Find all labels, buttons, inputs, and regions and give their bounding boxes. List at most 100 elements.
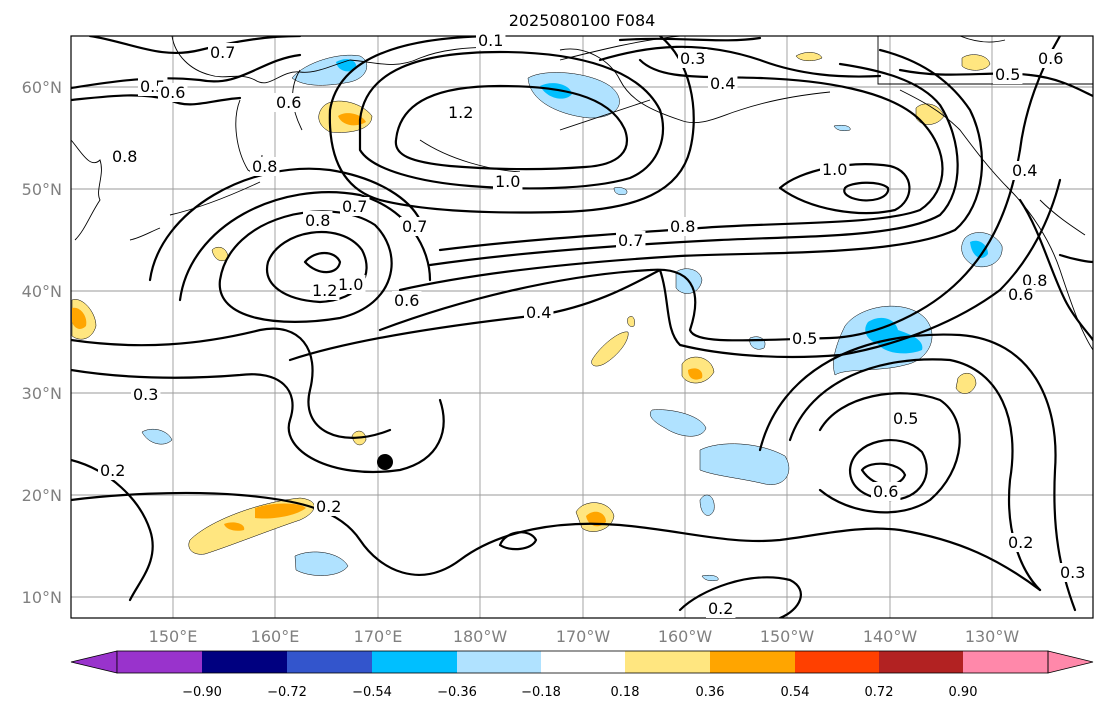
contour-label: 1.0 bbox=[495, 172, 520, 191]
contour-label: 0.7 bbox=[618, 231, 643, 250]
contour-line bbox=[88, 36, 302, 55]
lat-label: 10°N bbox=[22, 588, 62, 607]
contour-line bbox=[898, 68, 1093, 98]
lon-label: 160°E bbox=[251, 627, 300, 646]
cool-patch bbox=[141, 429, 173, 445]
colorbar-tick-label: −0.36 bbox=[437, 685, 477, 700]
contour-line bbox=[71, 94, 242, 106]
map-area bbox=[71, 36, 1093, 618]
lon-label: 160°W bbox=[658, 627, 713, 646]
contour-line bbox=[148, 167, 422, 282]
cool-patch bbox=[699, 443, 790, 485]
contour-line bbox=[394, 84, 628, 171]
contour-line bbox=[848, 439, 928, 502]
warm-patch bbox=[955, 372, 977, 394]
contour-line bbox=[818, 392, 961, 514]
lat-label: 20°N bbox=[22, 486, 62, 505]
contour-label: 0.2 bbox=[708, 599, 733, 618]
contour-label: 0.5 bbox=[893, 409, 918, 428]
lat-label: 60°N bbox=[22, 78, 62, 97]
contour-label: 0.7 bbox=[402, 217, 427, 236]
warm-patch bbox=[627, 316, 635, 327]
lon-label: 170°E bbox=[354, 627, 403, 646]
warm-patch bbox=[795, 52, 823, 61]
contour-line bbox=[678, 576, 802, 618]
warm-core bbox=[688, 368, 703, 380]
warm-core bbox=[255, 503, 306, 519]
contour-line bbox=[398, 48, 984, 292]
contour-label: 0.4 bbox=[526, 303, 551, 322]
warm-core bbox=[224, 522, 245, 531]
colorbar-segment bbox=[879, 651, 963, 673]
contour-label: 0.4 bbox=[1012, 161, 1037, 180]
contour-label: 0.1 bbox=[478, 31, 503, 50]
colorbar-segment bbox=[202, 651, 287, 673]
colorbar-segment bbox=[710, 651, 795, 673]
contour-label: 0.2 bbox=[100, 461, 125, 480]
contour-label: 0.5 bbox=[792, 329, 817, 348]
contour-label: 0.4 bbox=[710, 74, 735, 93]
colorbar: −0.90 −0.72 −0.54 −0.36 −0.18 0.18 0.36 … bbox=[70, 650, 1094, 700]
lon-label: 180°W bbox=[453, 627, 508, 646]
colorbar-min-extend bbox=[70, 650, 118, 674]
cool-patch bbox=[701, 574, 719, 582]
colorbar-max-extend bbox=[1047, 650, 1094, 674]
contour-label: 0.8 bbox=[305, 211, 330, 230]
contour-line bbox=[71, 327, 392, 439]
lon-label: 140°W bbox=[863, 627, 918, 646]
colorbar-tick-label: −0.72 bbox=[267, 685, 307, 700]
contour-label: 0.3 bbox=[1060, 563, 1085, 582]
contour-label: 0.8 bbox=[112, 147, 137, 166]
map-frame bbox=[70, 35, 1094, 619]
latitude-axis: 60°N 50°N 40°N 30°N 20°N 10°N bbox=[22, 78, 62, 607]
contour-label: 0.8 bbox=[252, 157, 277, 176]
contour-label: 0.6 bbox=[394, 291, 419, 310]
colorbar-segment bbox=[117, 651, 202, 673]
cool-patch bbox=[613, 187, 628, 195]
contour-label: 0.3 bbox=[680, 49, 705, 68]
colorbar-segment bbox=[287, 651, 372, 673]
contour-label: 1.2 bbox=[312, 281, 337, 300]
lat-label: 40°N bbox=[22, 282, 62, 301]
colorbar-tick-label: −0.18 bbox=[521, 685, 561, 700]
contour-line bbox=[71, 491, 1042, 592]
contour-line bbox=[618, 36, 762, 42]
contour-line bbox=[378, 36, 1062, 342]
contour-line bbox=[328, 36, 695, 214]
cool-patch bbox=[527, 72, 620, 119]
contour-line bbox=[178, 191, 432, 302]
contour-label: 1.0 bbox=[822, 160, 847, 179]
colorbar-tick-label: 0.54 bbox=[781, 685, 810, 700]
colorbar-segment bbox=[795, 651, 879, 673]
contour-label: 1.2 bbox=[448, 103, 473, 122]
cool-patch bbox=[699, 494, 715, 516]
contour-line bbox=[71, 368, 445, 474]
contour-line bbox=[303, 251, 342, 274]
contour-line bbox=[1058, 253, 1093, 264]
contour-label: 0.7 bbox=[342, 197, 367, 216]
lon-label: 130°W bbox=[965, 627, 1020, 646]
colorbar-tick-label: 0.90 bbox=[949, 685, 978, 700]
cool-core bbox=[970, 240, 988, 258]
figure-title: 2025080100 F084 bbox=[509, 11, 656, 30]
colorbar-segment bbox=[457, 651, 541, 673]
cool-core bbox=[336, 59, 357, 72]
contour-label: 0.5 bbox=[995, 65, 1020, 84]
contour-line bbox=[428, 62, 959, 267]
contour-line bbox=[288, 178, 1062, 362]
colorbar-tick-label: 0.18 bbox=[611, 685, 640, 700]
contour-label: 0.6 bbox=[873, 482, 898, 501]
gridlines bbox=[71, 36, 1093, 618]
cool-patch bbox=[833, 124, 851, 132]
cool-patch bbox=[294, 551, 349, 576]
colorbar-segment bbox=[625, 651, 710, 673]
longitude-axis: 150°E 160°E 170°E 180°W 170°W 160°W 150°… bbox=[149, 627, 1020, 646]
black-dot-marker bbox=[377, 454, 393, 470]
contour-line bbox=[358, 50, 664, 190]
contour-label: 1.0 bbox=[338, 275, 363, 294]
colorbar-segment bbox=[372, 651, 457, 673]
warm-patch bbox=[961, 54, 991, 71]
contour-labels: 0.7 0.5 0.6 0.6 0.8 0.8 1.2 1.0 0.3 0.4 … bbox=[98, 31, 1088, 618]
lon-label: 150°W bbox=[760, 627, 815, 646]
